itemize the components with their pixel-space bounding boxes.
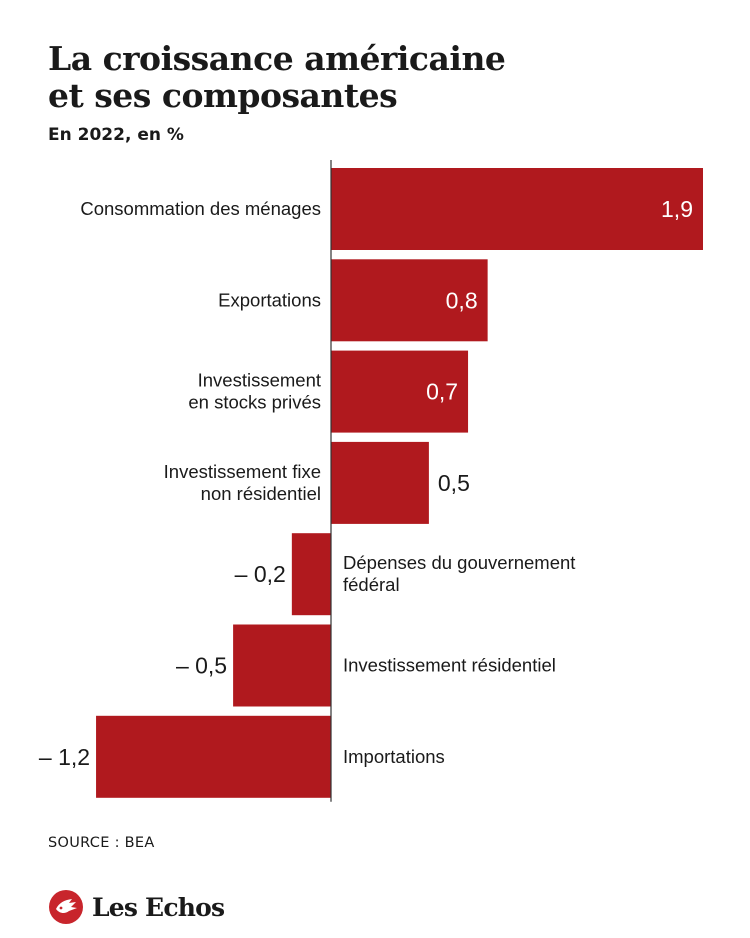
category-label-line: Investissement fixe [164,461,321,482]
chart-title: La croissance américaine et ses composan… [48,39,506,115]
bar-4 [291,533,331,616]
value-label-5: – 0,5 [176,653,227,679]
category-label-line: Investissement résidentiel [343,655,556,676]
value-label-1: 0,8 [446,287,478,313]
category-label-line: Exportations [218,289,321,310]
source-note: SOURCE : BEA [48,835,155,851]
category-label-1: Exportations [218,289,321,310]
bar-3 [331,441,429,524]
category-label-3: Investissement fixe non résidentiel [164,461,321,504]
category-label-0: Consommation des ménages [80,198,321,219]
category-label-2: Investissement en stocks privés [188,370,321,413]
category-label-line: non résidentiel [201,483,321,504]
bar-5 [233,624,331,707]
category-label-line: Dépenses du gouvernement [343,552,575,573]
bar-2 [331,350,469,433]
category-label-4: Dépenses du gouvernement fédéral [343,552,575,595]
bar-0 [331,168,703,250]
value-label-6: – 1,2 [39,744,90,770]
category-label-line: Importations [343,746,445,767]
bar-chart: 1,9 Consommation des ménages 0,8 Exportatio… [39,160,703,802]
value-label-3: 0,5 [438,470,470,496]
category-label-5: Investissement résidentiel [343,655,556,676]
category-label-line: Consommation des ménages [80,198,321,219]
bar-6 [96,715,331,798]
chart-subtitle: En 2022, en % [48,125,184,145]
category-label-line: en stocks privés [188,392,321,413]
brand-name: Les Echos [92,892,225,922]
value-label-4: – 0,2 [235,561,286,587]
value-label-0: 1,9 [661,196,693,222]
category-label-line: fédéral [343,574,400,595]
les-echos-logo-icon [49,890,83,924]
value-label-2: 0,7 [426,379,458,405]
brand-logo: Les Echos [48,888,225,926]
category-label-6: Importations [343,746,445,767]
category-label-line: Investissement [198,370,321,391]
bar-1 [331,259,488,342]
